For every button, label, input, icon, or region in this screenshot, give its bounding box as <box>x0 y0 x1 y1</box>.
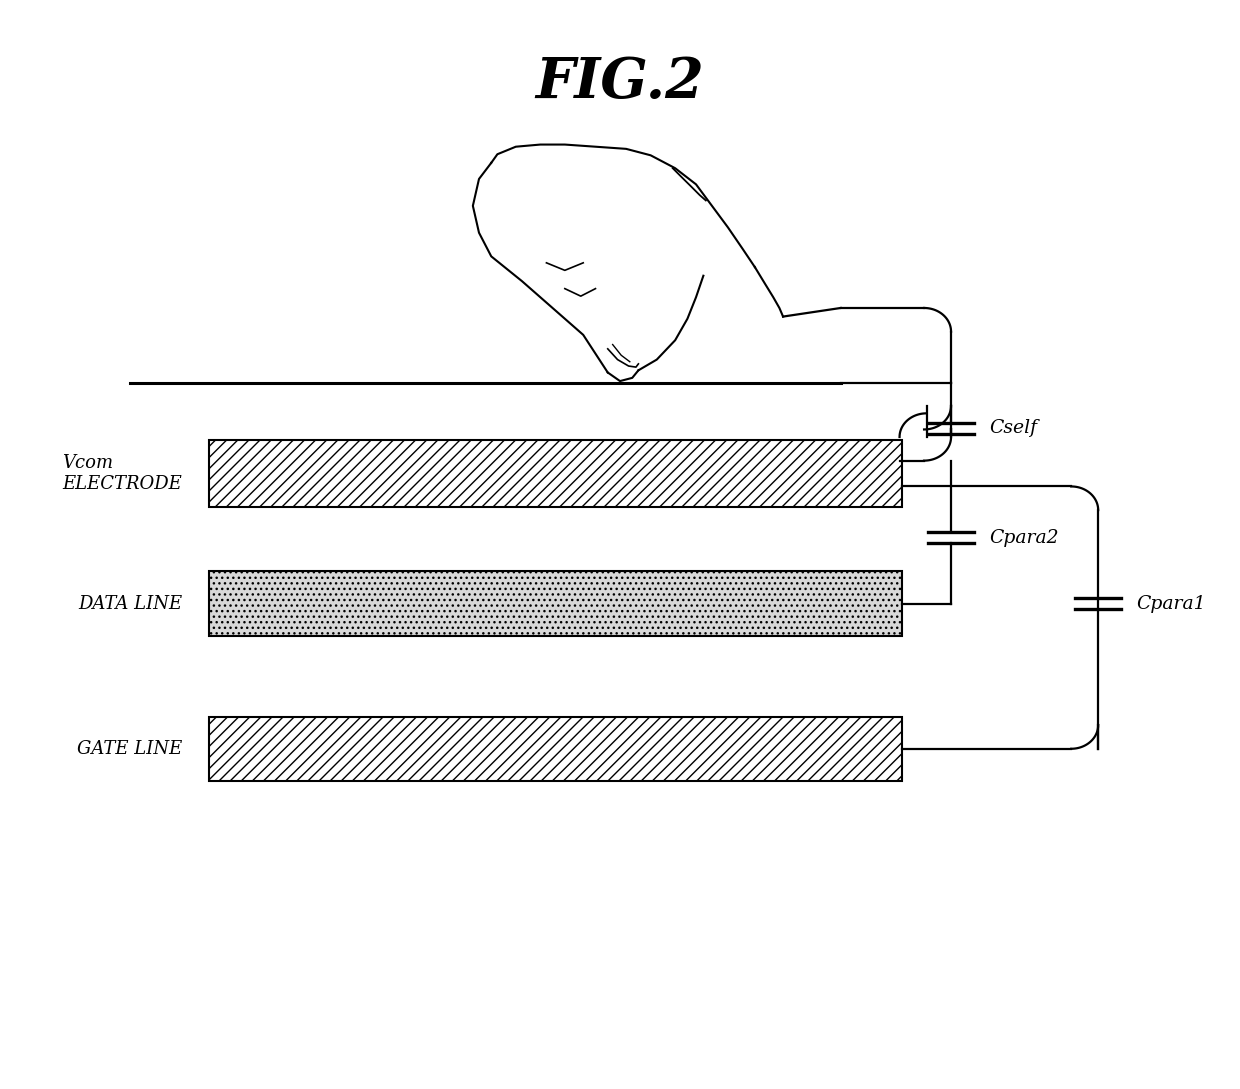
Text: GATE LINE: GATE LINE <box>77 739 182 758</box>
Text: FIG.2: FIG.2 <box>536 56 704 110</box>
Text: Cpara2: Cpara2 <box>990 528 1059 547</box>
Text: Cpara1: Cpara1 <box>1136 595 1205 613</box>
Bar <box>210 440 901 506</box>
Text: Vcom
ELECTRODE: Vcom ELECTRODE <box>62 454 182 493</box>
Text: DATA LINE: DATA LINE <box>78 595 182 613</box>
Text: Cself: Cself <box>990 419 1037 438</box>
Bar <box>210 717 901 781</box>
Bar <box>210 572 901 636</box>
